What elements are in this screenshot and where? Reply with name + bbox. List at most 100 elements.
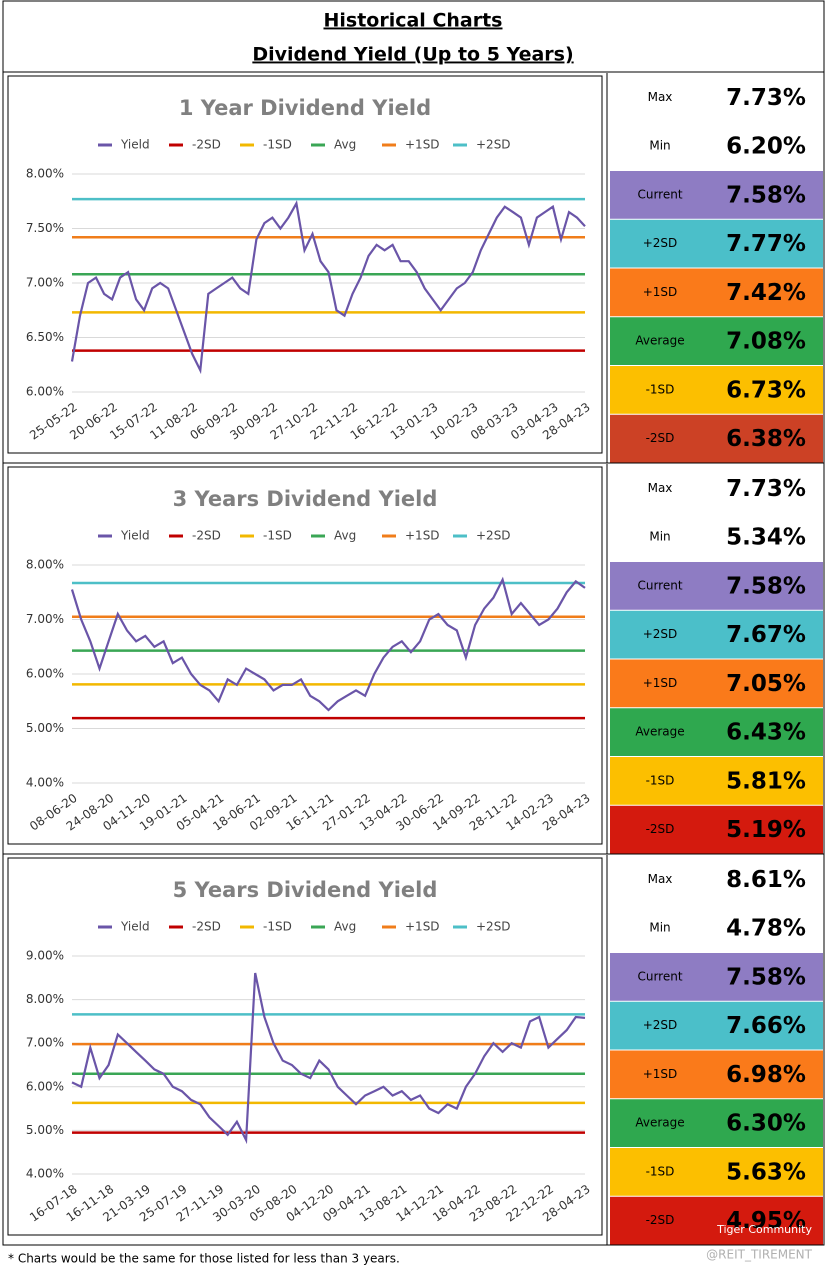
y-tick-label: 8.00%: [26, 992, 64, 1006]
table-value: 7.73%: [726, 85, 806, 111]
y-tick-label: 6.50%: [26, 330, 64, 344]
table-cell: [610, 1050, 823, 1099]
chart-box: [7, 466, 603, 845]
legend-label: -1SD: [263, 920, 292, 934]
legend-label: -1SD: [263, 529, 292, 543]
y-tick-label: 4.00%: [26, 776, 64, 790]
table-value: 6.20%: [726, 134, 806, 160]
y-tick-label: 6.00%: [26, 385, 64, 399]
table-value: 5.63%: [726, 1159, 806, 1185]
table-value: 7.73%: [726, 476, 806, 502]
table-value: 4.95%: [726, 1208, 806, 1234]
y-tick-label: 9.00%: [26, 949, 64, 963]
legend-label: +1SD: [405, 138, 440, 152]
table-cell: [610, 904, 823, 952]
legend-label: -2SD: [192, 920, 221, 934]
y-tick-label: 7.00%: [26, 612, 64, 626]
y-tick-label: 7.00%: [26, 276, 64, 290]
table-value: 7.58%: [726, 182, 806, 208]
legend-label: Avg: [334, 138, 356, 152]
table-cell: [610, 708, 823, 756]
table-cell: [610, 73, 823, 122]
table-cell: [610, 805, 823, 854]
table-cell: [610, 414, 823, 463]
table-label: Average: [635, 334, 684, 348]
table-value: 6.73%: [726, 377, 806, 403]
table-cell: [610, 1196, 823, 1245]
y-tick-label: 5.00%: [26, 1123, 64, 1137]
table-label: Min: [649, 530, 670, 544]
y-tick-label: 7.50%: [26, 221, 64, 235]
table-cell: [610, 610, 823, 659]
table-cell: [610, 659, 823, 708]
table-value: 6.30%: [726, 1111, 806, 1137]
watermark-brand: Tiger Community: [716, 1223, 812, 1236]
table-cell: [610, 1148, 823, 1196]
legend-label: Yield: [120, 138, 150, 152]
chart-box: [7, 75, 603, 454]
table-label: Current: [637, 187, 682, 201]
header-title: Historical Charts: [323, 10, 502, 32]
table-label: -1SD: [646, 773, 675, 787]
legend-label: -1SD: [263, 138, 292, 152]
table-value: 7.77%: [726, 231, 806, 257]
legend-label: Avg: [334, 920, 356, 934]
table-value: 7.42%: [726, 280, 806, 306]
table-label: -2SD: [646, 822, 675, 836]
y-tick-label: 5.00%: [26, 721, 64, 735]
y-tick-label: 8.00%: [26, 167, 64, 181]
table-label: -2SD: [646, 1213, 675, 1227]
table-value: 5.34%: [726, 525, 806, 551]
table-label: Average: [635, 1116, 684, 1130]
table-value: 4.78%: [726, 916, 806, 942]
legend-label: +2SD: [476, 529, 511, 543]
table-cell: [610, 1001, 823, 1050]
table-label: +1SD: [643, 1067, 678, 1081]
chart-box: [7, 857, 603, 1236]
table-value: 7.05%: [726, 671, 806, 697]
yield-line: [71, 972, 586, 1145]
table-cell: [610, 122, 823, 170]
y-tick-label: 6.00%: [26, 667, 64, 681]
table-label: -2SD: [646, 431, 675, 445]
legend-label: +2SD: [476, 920, 511, 934]
y-tick-label: 8.00%: [26, 558, 64, 572]
yield-line: [70, 200, 586, 375]
legend-label: Avg: [334, 529, 356, 543]
table-label: +2SD: [643, 627, 678, 641]
table-value: 6.98%: [726, 1062, 806, 1088]
legend-label: +1SD: [405, 529, 440, 543]
header-subtitle: Dividend Yield (Up to 5 Years): [252, 44, 573, 66]
chart-title: 5 Years Dividend Yield: [173, 878, 438, 902]
legend-label: -2SD: [192, 529, 221, 543]
table-label: -1SD: [646, 1164, 675, 1178]
table-label: Min: [649, 921, 670, 935]
table-value: 7.66%: [726, 1013, 806, 1039]
legend-label: Yield: [120, 529, 150, 543]
table-value: 7.08%: [726, 329, 806, 355]
legend-label: Yield: [120, 920, 150, 934]
chart-title: 3 Years Dividend Yield: [173, 487, 438, 511]
chart-title: 1 Year Dividend Yield: [179, 96, 431, 120]
y-tick-label: 6.00%: [26, 1079, 64, 1093]
table-label: +1SD: [643, 285, 678, 299]
table-cell: [610, 219, 823, 268]
table-label: Min: [649, 139, 670, 153]
table-cell: [610, 855, 823, 904]
table-label: +1SD: [643, 676, 678, 690]
table-label: Max: [648, 872, 673, 886]
footnote: * Charts would be the same for those lis…: [8, 1252, 400, 1266]
table-value: 6.38%: [726, 426, 806, 452]
table-cell: [610, 268, 823, 317]
legend-label: +2SD: [476, 138, 511, 152]
table-value: 7.67%: [726, 622, 806, 648]
table-label: Current: [637, 969, 682, 983]
yield-line: [70, 576, 586, 712]
table-value: 7.58%: [726, 964, 806, 990]
legend-label: -2SD: [192, 138, 221, 152]
y-tick-label: 4.00%: [26, 1167, 64, 1181]
table-label: -1SD: [646, 382, 675, 396]
table-value: 7.58%: [726, 573, 806, 599]
table-label: +2SD: [643, 1018, 678, 1032]
